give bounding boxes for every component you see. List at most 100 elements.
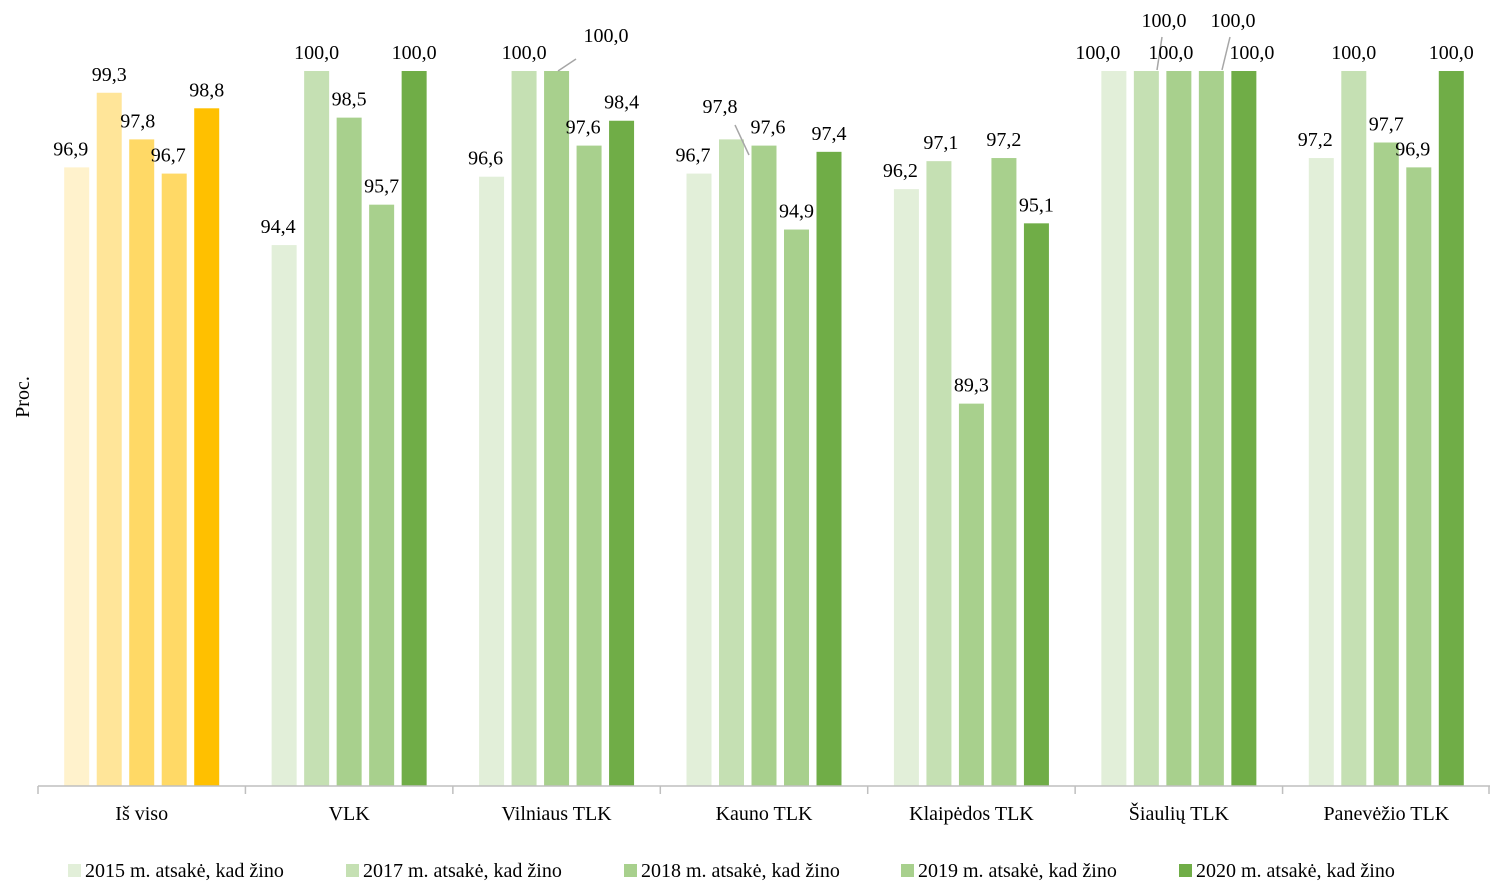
leader-line-siauliu-tlk-series-2 — [1156, 36, 1163, 71]
bar-klaipedos-tlk-series-1 — [893, 189, 919, 786]
legend-label-series-1: 2015 m. atsakė, kad žino — [85, 860, 284, 882]
bar-vilniaus-tlk-series-2 — [511, 71, 537, 786]
bar-panevezio-tlk-series-5 — [1438, 71, 1464, 786]
data-label-vlk-series-3: 98,5 — [332, 89, 367, 111]
bar-vilniaus-tlk-series-5 — [609, 120, 635, 787]
data-label-siauliu-tlk-series-4: 100,0 — [1211, 10, 1256, 32]
bar-is-viso-series-1 — [64, 167, 90, 786]
legend-swatch-series-4 — [901, 864, 914, 877]
data-label-kauno-tlk-series-2: 97,8 — [703, 96, 738, 118]
data-label-kauno-tlk-series-4: 94,9 — [779, 201, 814, 223]
data-label-klaipedos-tlk-series-2: 97,1 — [923, 132, 958, 154]
legend-swatch-series-2 — [346, 864, 359, 877]
bar-is-viso-series-5 — [194, 108, 220, 787]
bar-is-viso-series-3 — [129, 139, 155, 786]
bar-panevezio-tlk-series-2 — [1341, 71, 1367, 786]
legend-label-series-4: 2019 m. atsakė, kad žino — [918, 860, 1117, 882]
leader-line-vilniaus-tlk-series-3 — [557, 58, 577, 72]
legend: 2015 m. atsakė, kad žino 2017 m. atsakė, … — [68, 860, 1395, 882]
data-label-is-viso-series-4: 96,7 — [151, 145, 186, 167]
data-label-panevezio-tlk-series-3: 97,7 — [1369, 114, 1404, 136]
bar-vlk-series-4 — [369, 204, 395, 787]
bar-klaipedos-tlk-series-2 — [926, 161, 952, 786]
bar-klaipedos-tlk-series-4 — [991, 158, 1017, 787]
bar-siauliu-tlk-series-2 — [1133, 71, 1159, 786]
bar-siauliu-tlk-series-5 — [1231, 71, 1257, 786]
data-label-klaipedos-tlk-series-3: 89,3 — [954, 375, 989, 397]
data-label-klaipedos-tlk-series-1: 96,2 — [883, 160, 918, 182]
bars-layer — [64, 71, 1464, 787]
data-label-siauliu-tlk-series-2: 100,0 — [1142, 10, 1187, 32]
bar-is-viso-series-2 — [96, 92, 122, 786]
bar-vlk-series-5 — [401, 71, 427, 786]
bar-vilniaus-tlk-series-4 — [576, 145, 602, 787]
leader-line-siauliu-tlk-series-4 — [1221, 36, 1231, 71]
category-label-is-viso: Iš viso — [115, 803, 168, 825]
legend-swatch-series-3 — [624, 864, 637, 877]
category-label-panevezio-tlk: Panevėžio TLK — [1323, 803, 1449, 825]
data-label-panevezio-tlk-series-5: 100,0 — [1429, 42, 1474, 64]
data-label-panevezio-tlk-series-2: 100,0 — [1331, 42, 1376, 64]
data-label-klaipedos-tlk-series-5: 95,1 — [1019, 194, 1054, 216]
bar-panevezio-tlk-series-3 — [1373, 142, 1399, 786]
leader-line-kauno-tlk-series-2 — [734, 124, 750, 156]
legend-swatch-series-1 — [68, 864, 81, 877]
data-label-vilniaus-tlk-series-4: 97,6 — [566, 117, 601, 139]
data-label-siauliu-tlk-series-1: 100,0 — [1075, 42, 1120, 64]
category-label-kauno-tlk: Kauno TLK — [716, 803, 813, 825]
category-labels: Iš viso VLK Vilniaus TLK Kauno TLK Klaipėdos… — [115, 801, 1449, 825]
bar-is-viso-series-4 — [161, 173, 187, 787]
bar-kauno-tlk-series-2 — [719, 139, 744, 786]
bar-siauliu-tlk-series-1 — [1101, 71, 1127, 786]
bar-siauliu-tlk-series-3 — [1166, 71, 1192, 786]
data-label-kauno-tlk-series-3: 97,6 — [751, 117, 786, 139]
data-label-siauliu-tlk-series-3: 100,0 — [1148, 42, 1193, 64]
data-label-klaipedos-tlk-series-4: 97,2 — [986, 129, 1021, 151]
data-label-is-viso-series-5: 98,8 — [189, 79, 224, 101]
data-label-vlk-series-2: 100,0 — [294, 42, 339, 64]
bar-vlk-series-1 — [271, 245, 297, 787]
data-labels: 96,9 99,3 97,8 96,7 98,8 94,4 100,0 98,5 95,7 100… — [53, 10, 1474, 397]
category-label-vlk: VLK — [329, 803, 371, 825]
legend-label-series-3: 2018 m. atsakė, kad žino — [641, 860, 840, 882]
data-label-siauliu-tlk-series-5: 100,0 — [1229, 42, 1274, 64]
category-label-siauliu-tlk: Šiaulių TLK — [1129, 801, 1230, 825]
bar-panevezio-tlk-series-4 — [1406, 167, 1432, 786]
category-label-vilniaus-tlk: Vilniaus TLK — [502, 803, 613, 825]
data-label-vilniaus-tlk-series-1: 96,6 — [468, 148, 503, 170]
legend-label-series-2: 2017 m. atsakė, kad žino — [363, 860, 562, 882]
data-label-vilniaus-tlk-series-5: 98,4 — [604, 92, 639, 114]
data-label-is-viso-series-3: 97,8 — [120, 110, 155, 132]
label-leader-lines — [557, 36, 1231, 156]
bar-klaipedos-tlk-series-3 — [958, 403, 984, 786]
data-label-vilniaus-tlk-series-2: 100,0 — [502, 42, 547, 64]
bar-vlk-series-3 — [336, 117, 362, 786]
x-axis — [37, 785, 1490, 794]
data-label-vlk-series-1: 94,4 — [261, 216, 296, 238]
data-label-vilniaus-tlk-series-3: 100,0 — [584, 25, 629, 47]
data-label-panevezio-tlk-series-1: 97,2 — [1298, 129, 1333, 151]
bar-kauno-tlk-series-3 — [751, 145, 777, 787]
bar-vlk-series-2 — [304, 71, 330, 786]
legend-swatch-series-5 — [1179, 864, 1192, 877]
bar-kauno-tlk-series-5 — [816, 151, 842, 786]
category-label-klaipedos-tlk: Klaipėdos TLK — [909, 803, 1034, 825]
data-label-is-viso-series-1: 96,9 — [53, 138, 88, 160]
data-label-is-viso-series-2: 99,3 — [92, 64, 127, 86]
legend-label-series-5: 2020 m. atsakė, kad žino — [1196, 860, 1395, 882]
bar-vilniaus-tlk-series-1 — [479, 176, 505, 786]
bar-kauno-tlk-series-4 — [784, 229, 809, 787]
bar-siauliu-tlk-series-4 — [1198, 71, 1224, 786]
data-label-kauno-tlk-series-5: 97,4 — [812, 123, 847, 145]
data-label-vlk-series-5: 100,0 — [392, 42, 437, 64]
data-label-vlk-series-4: 95,7 — [364, 176, 399, 198]
data-label-kauno-tlk-series-1: 96,7 — [676, 145, 711, 167]
data-label-panevezio-tlk-series-4: 96,9 — [1395, 138, 1430, 160]
bar-vilniaus-tlk-series-3 — [544, 71, 570, 786]
bar-klaipedos-tlk-series-5 — [1023, 223, 1049, 786]
bar-kauno-tlk-series-1 — [686, 173, 712, 787]
y-axis-title: Proc. — [12, 376, 34, 418]
bar-panevezio-tlk-series-1 — [1308, 158, 1334, 787]
